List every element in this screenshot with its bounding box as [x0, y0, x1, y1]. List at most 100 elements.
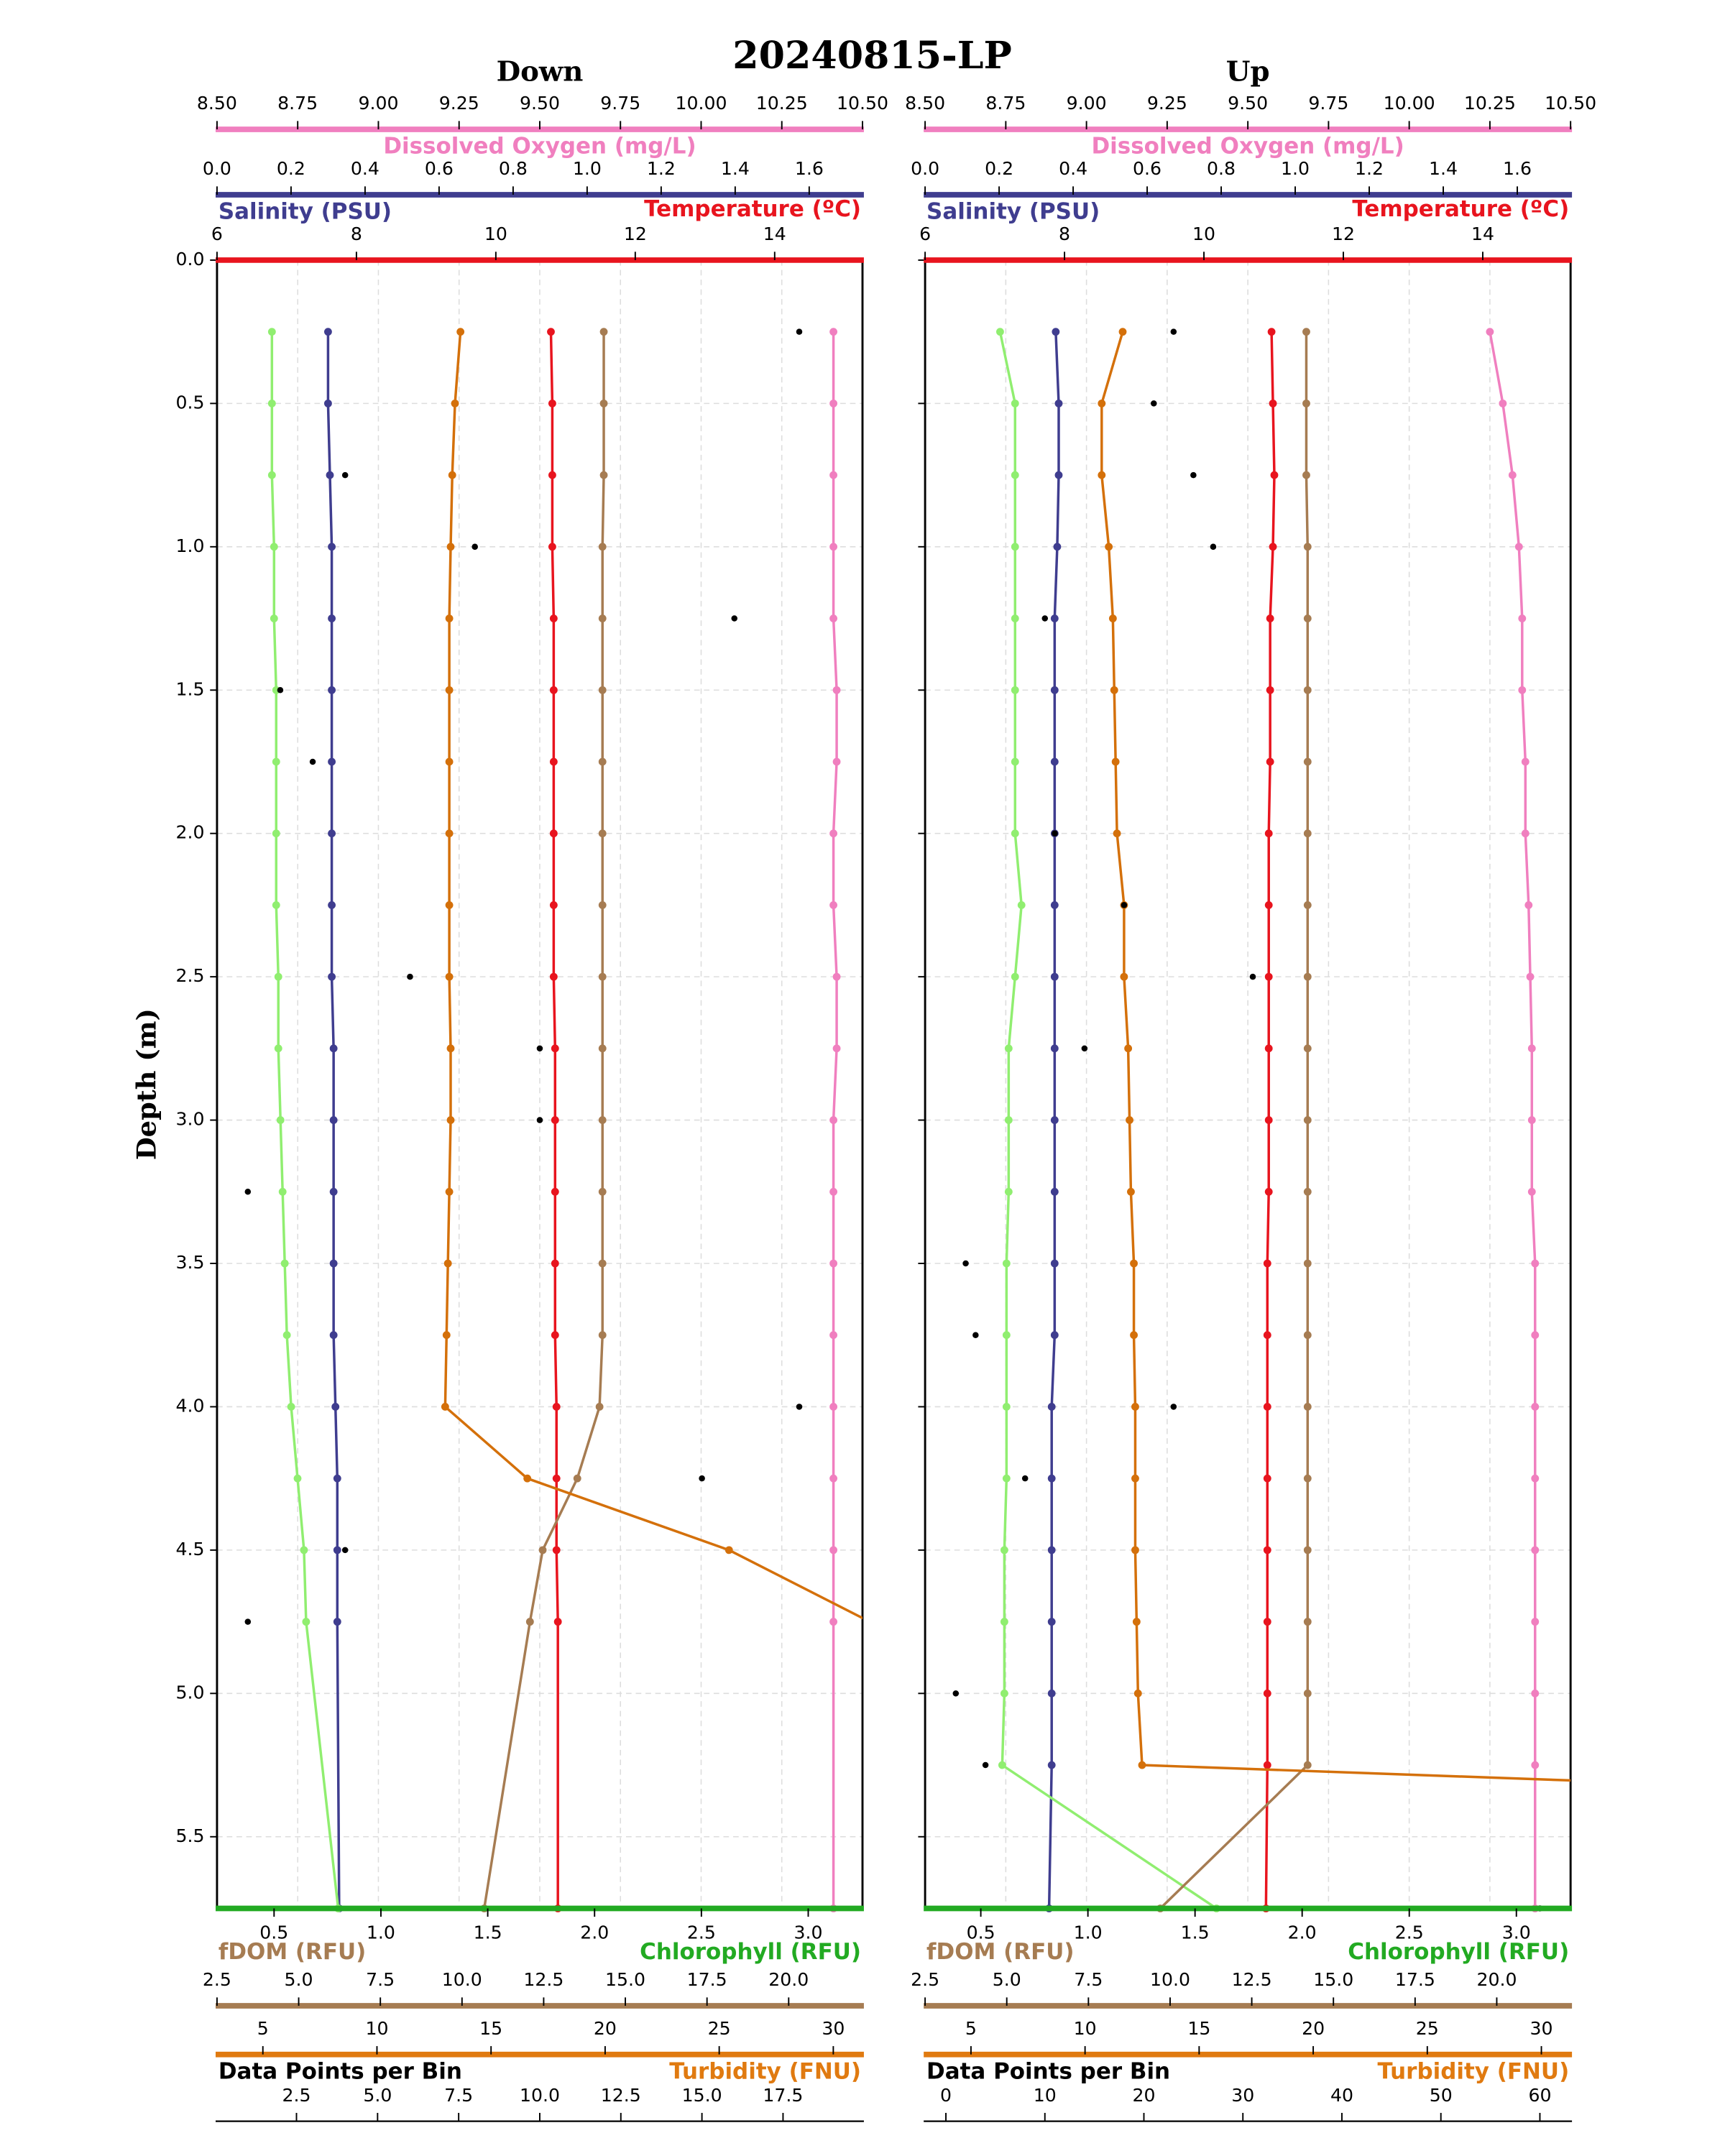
- series-point: [1303, 1116, 1312, 1124]
- x-tick-label: 60: [1528, 2085, 1551, 2106]
- data-point: [952, 1690, 960, 1697]
- series-point: [329, 1044, 338, 1053]
- series-point: [724, 1546, 733, 1554]
- series-point: [445, 829, 454, 838]
- series-point: [1303, 1403, 1312, 1411]
- series-point: [1263, 1259, 1271, 1268]
- series-point: [1011, 614, 1019, 622]
- x-tick-label: 10: [1034, 2085, 1057, 2106]
- series-point: [829, 1116, 838, 1124]
- data-point: [472, 543, 478, 550]
- y-tick-label: 1.5: [176, 678, 205, 699]
- series-point: [1531, 1403, 1540, 1411]
- axis-label: Turbidity (FNU): [669, 2058, 861, 2084]
- data-point: [341, 471, 349, 479]
- x-tick-label: 17.5: [1395, 1969, 1435, 1990]
- data-point: [796, 328, 803, 335]
- series-point: [329, 1259, 338, 1268]
- series-point: [272, 900, 280, 909]
- x-tick-label: 7.5: [366, 1969, 395, 1990]
- series-point: [333, 1546, 341, 1554]
- axis-label: Salinity (PSU): [218, 199, 392, 225]
- x-tick-label: 30: [1530, 2018, 1553, 2039]
- series-point: [552, 1403, 561, 1411]
- series-point: [329, 1187, 338, 1196]
- series-point: [274, 972, 282, 981]
- data-point: [536, 1045, 543, 1052]
- series-point: [331, 1403, 340, 1411]
- series-point: [1011, 757, 1019, 766]
- series-point: [525, 1618, 534, 1626]
- series-point: [1267, 328, 1276, 336]
- series-point: [1303, 1259, 1312, 1268]
- x-tick-label: 10.00: [1384, 93, 1435, 114]
- x-tick-label: 14: [763, 224, 786, 244]
- series-line: [482, 331, 605, 1909]
- series-point: [1531, 1331, 1540, 1340]
- data-point: [1190, 471, 1197, 479]
- x-tick-label: 5.0: [363, 2085, 392, 2106]
- series-point: [1264, 1116, 1273, 1124]
- series-point: [1002, 1259, 1011, 1268]
- series-point: [1303, 1618, 1312, 1626]
- series-point: [1264, 972, 1273, 981]
- series-point: [573, 1474, 581, 1483]
- series-point: [1303, 1331, 1312, 1340]
- x-tick-label: 0: [940, 2085, 952, 2106]
- x-tick-label: 10: [365, 2018, 388, 2039]
- series-point: [1263, 1331, 1271, 1340]
- series-point: [547, 328, 555, 336]
- x-tick-label: 1.0: [367, 1922, 395, 1943]
- series-point: [328, 900, 336, 909]
- x-tick-label: 2.0: [580, 1922, 609, 1943]
- x-tick-label: 8: [351, 224, 362, 244]
- series-point: [1130, 1259, 1138, 1268]
- suptitle: 20240815-LP: [732, 34, 1012, 78]
- series-point: [1047, 1546, 1056, 1554]
- x-tick-label: 7.5: [444, 2085, 473, 2106]
- series-point: [1138, 1761, 1146, 1769]
- x-tick-label: 15: [479, 2018, 502, 2039]
- series-point: [1132, 1618, 1141, 1626]
- x-tick-label: 9.25: [1147, 93, 1187, 114]
- series-point: [272, 757, 280, 766]
- series-line: [832, 331, 838, 1909]
- x-tick-label: 2.5: [911, 1969, 939, 1990]
- series-point: [1524, 900, 1533, 909]
- series-point: [1124, 1044, 1133, 1053]
- x-tick-label: 50: [1430, 2085, 1453, 2106]
- x-tick-label: 10.50: [1545, 93, 1596, 114]
- series-point: [1050, 614, 1059, 622]
- series-point: [267, 328, 276, 336]
- series-point: [1266, 757, 1274, 766]
- series-point: [1264, 1187, 1273, 1196]
- data-point: [982, 1761, 989, 1769]
- series-point: [1047, 1403, 1056, 1411]
- x-tick-label: 0.2: [985, 158, 1013, 179]
- x-tick-label: 17.5: [763, 2085, 803, 2106]
- series-line: [1100, 331, 1571, 1782]
- axis-label: Data Points per Bin: [926, 2058, 1170, 2084]
- data-point: [1081, 1045, 1088, 1052]
- series-point: [1303, 972, 1312, 981]
- x-tick-label: 2.5: [1395, 1922, 1424, 1943]
- series-point: [598, 1044, 607, 1053]
- series-point: [829, 1403, 838, 1411]
- y-tick-label: 1.0: [176, 535, 205, 556]
- y-tick-label: 3.5: [176, 1252, 205, 1273]
- series-point: [1526, 972, 1535, 981]
- series-point: [551, 1116, 559, 1124]
- series-point: [1303, 1044, 1312, 1053]
- series-point: [1263, 1474, 1271, 1483]
- x-tick-label: 15.0: [605, 1969, 645, 1990]
- data-point: [1041, 615, 1049, 622]
- x-tick-label: 25: [708, 2018, 731, 2039]
- series-point: [445, 686, 454, 694]
- series-point: [293, 1474, 302, 1483]
- series-point: [829, 328, 838, 336]
- series-point: [598, 543, 607, 551]
- series-point: [1266, 686, 1274, 694]
- series-point: [1111, 757, 1120, 766]
- x-tick-label: 20.0: [1476, 1969, 1517, 1990]
- axis-label: Dissolved Oxygen (mg/L): [1091, 134, 1404, 160]
